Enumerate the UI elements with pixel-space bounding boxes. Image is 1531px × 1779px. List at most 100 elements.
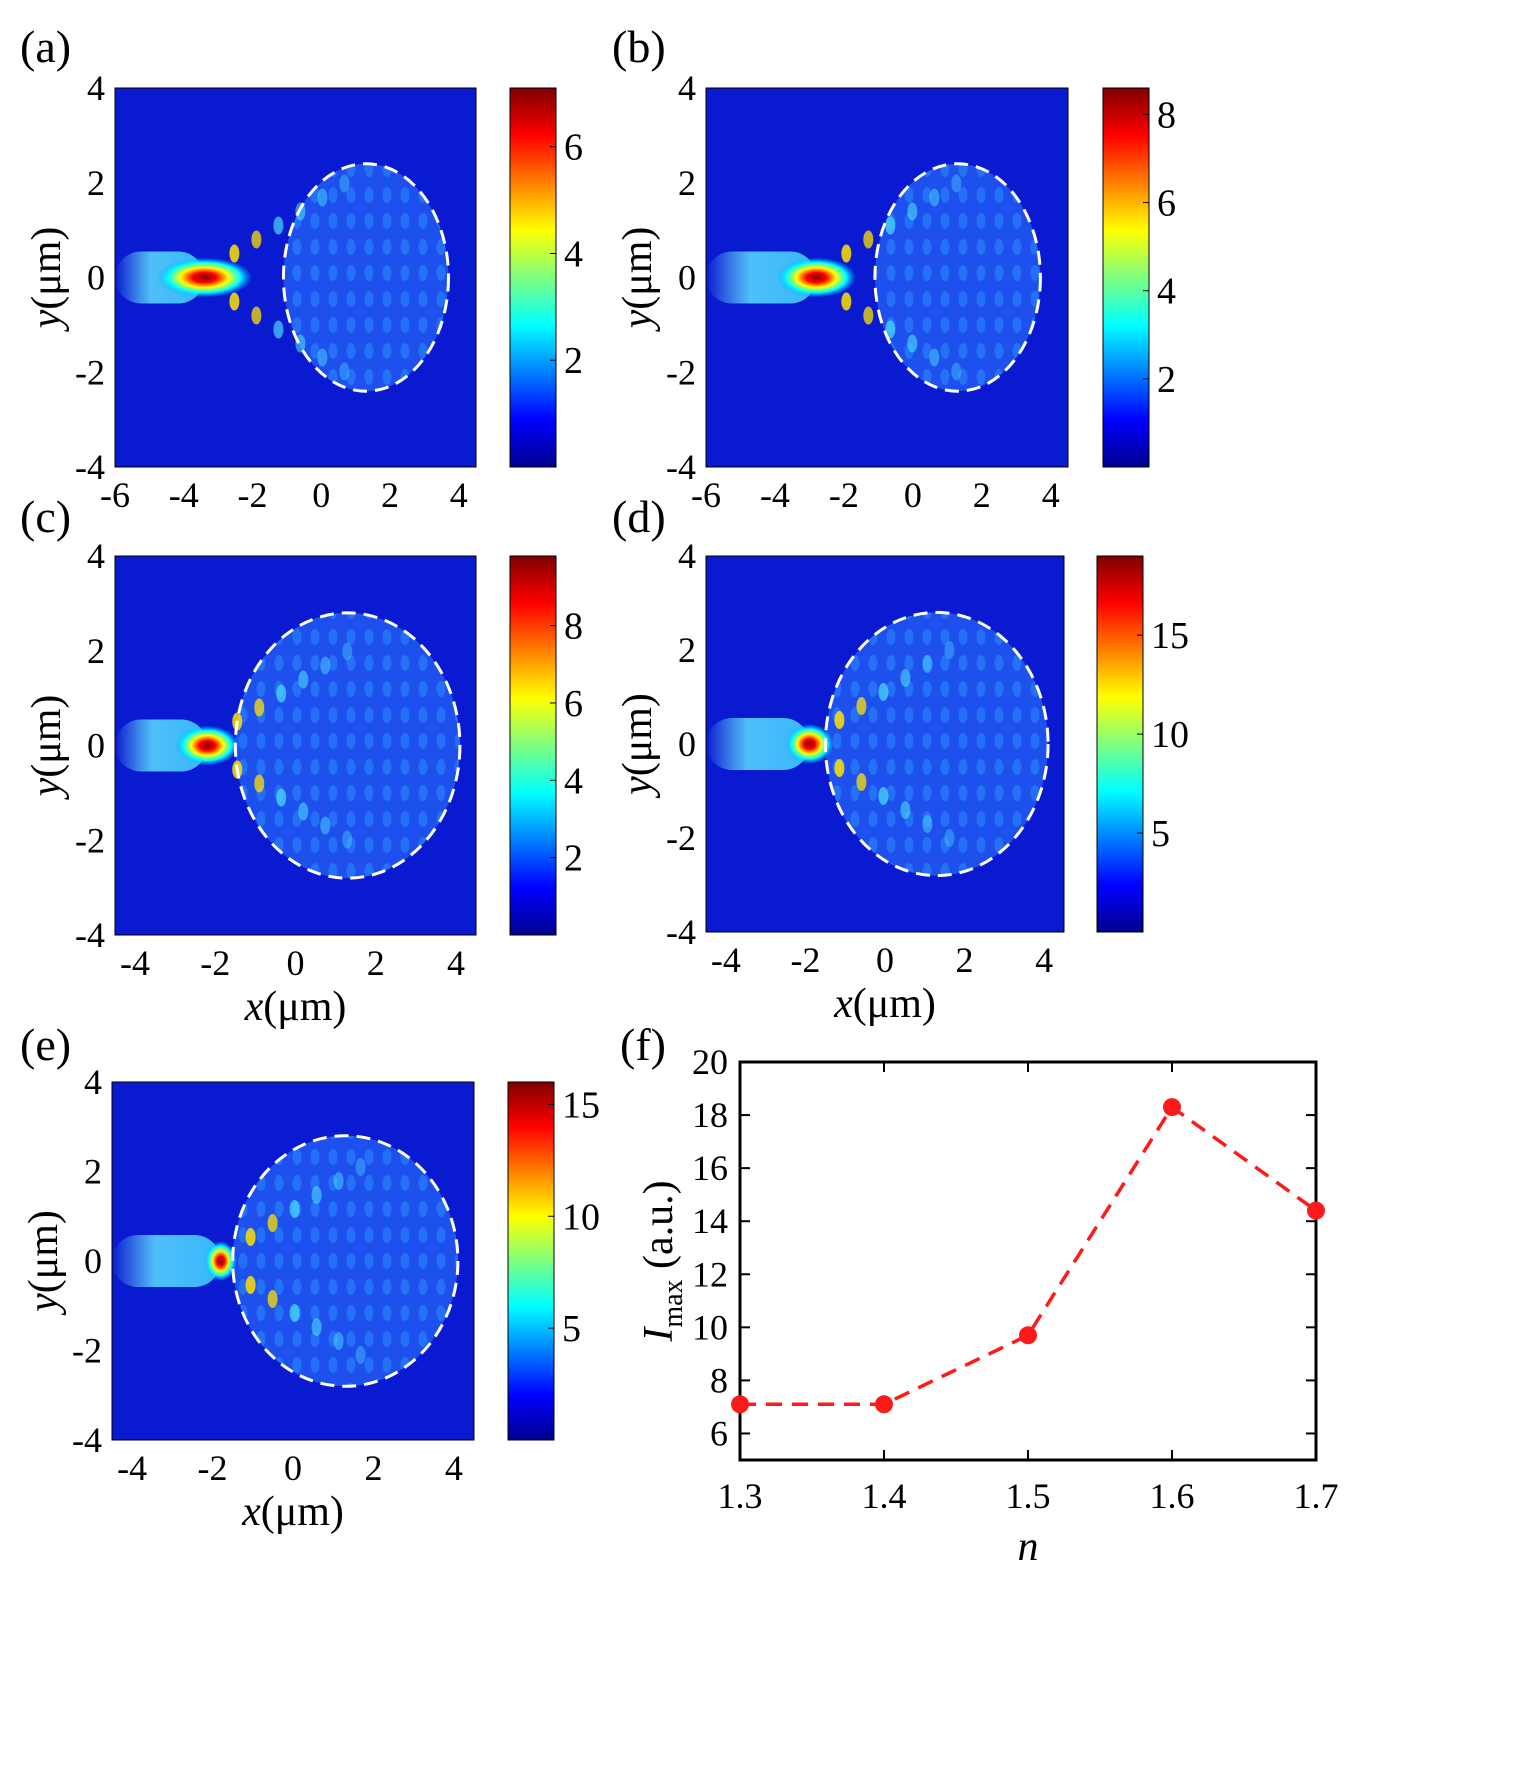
panel-label: (a) xyxy=(20,21,71,72)
x-tick-label: 4 xyxy=(1035,940,1053,980)
x-tick-label: 2 xyxy=(973,475,991,515)
fringe-spot xyxy=(856,773,867,791)
colorbar-tick-label: 6 xyxy=(564,683,583,725)
x-tick-label: -2 xyxy=(790,940,820,980)
fringe-spot xyxy=(333,1332,344,1350)
heatmap-field xyxy=(115,612,460,879)
x-tick-label: 0 xyxy=(312,475,330,515)
fringe-spot xyxy=(333,1172,344,1190)
fringe-spot xyxy=(289,1200,300,1218)
y-tick-label: -2 xyxy=(75,820,105,860)
colorbar-tick-label: 6 xyxy=(564,127,583,169)
colorbar-tick-label: 2 xyxy=(1157,359,1176,401)
fringe-pattern-region xyxy=(283,163,449,392)
x-axis-label: n xyxy=(1018,1524,1039,1570)
x-tick-label: 0 xyxy=(876,940,894,980)
x-tick-label: 0 xyxy=(287,943,305,983)
fringe-spot xyxy=(317,188,328,207)
fringe-spot xyxy=(317,348,328,367)
y-axis-label: y(μm) xyxy=(24,227,70,333)
panel-label: (c) xyxy=(20,491,71,542)
colorbar-tick-label: 4 xyxy=(564,760,583,802)
y-tick-label: 4 xyxy=(84,1062,102,1102)
fringe-spot xyxy=(355,1346,366,1364)
focus-spot xyxy=(204,1241,237,1281)
boundary-circle xyxy=(281,162,450,393)
x-tick-label: 2 xyxy=(364,1448,382,1488)
fringe-spot xyxy=(311,1318,322,1336)
panel-label: (b) xyxy=(612,21,666,72)
y-axis-label: Imax (a.u.) xyxy=(636,1180,689,1342)
y-tick-label: -2 xyxy=(75,352,105,392)
y-axis-label: y(μm) xyxy=(21,1210,67,1316)
x-tick-label: 2 xyxy=(367,943,385,983)
fringe-spot xyxy=(251,230,262,249)
y-axis-label: y(μm) xyxy=(615,227,661,333)
data-point xyxy=(1307,1201,1325,1220)
y-tick-label: -4 xyxy=(666,912,696,952)
y-tick-label: -2 xyxy=(72,1331,102,1371)
y-axis-label: y(μm) xyxy=(615,693,661,799)
fringe-pattern-region xyxy=(235,612,460,879)
x-tick-label: 2 xyxy=(381,475,399,515)
y-tick-label: 0 xyxy=(87,258,105,298)
x-tick-label: 4 xyxy=(445,1448,463,1488)
y-tick-label: 0 xyxy=(678,724,696,764)
x-tick-label: -2 xyxy=(829,475,859,515)
fringe-spot xyxy=(245,1228,256,1246)
interference-lobes xyxy=(245,1158,366,1364)
fringe-spot xyxy=(863,306,874,325)
y-axis-label: y(μm) xyxy=(24,695,70,801)
fringe-spot xyxy=(951,362,962,381)
y-tick-label: 0 xyxy=(84,1241,102,1281)
x-tick-label: -4 xyxy=(120,943,150,983)
fringe-spot xyxy=(298,670,309,689)
fringe-spot xyxy=(922,815,933,833)
interference-lobes xyxy=(229,174,350,381)
fringe-spot xyxy=(900,669,911,687)
y-tick-label: -4 xyxy=(666,447,696,487)
x-tick-label: -4 xyxy=(169,475,199,515)
axes-frame xyxy=(705,555,1065,933)
y-tick-label: 4 xyxy=(87,536,105,576)
y-tick-label: 8 xyxy=(710,1360,728,1400)
colorbar-tick-label: 6 xyxy=(1157,183,1176,225)
x-tick-label: 0 xyxy=(284,1448,302,1488)
fringe-spot xyxy=(245,1276,256,1294)
fringe-spot xyxy=(841,244,852,263)
fringe-spot xyxy=(320,656,331,675)
y-tick-label: 0 xyxy=(87,726,105,766)
y-tick-label: 14 xyxy=(692,1201,728,1241)
axes-frame xyxy=(705,87,1069,468)
fringe-spot xyxy=(251,306,262,325)
fringe-spot xyxy=(229,292,240,311)
y-tick-label: 4 xyxy=(678,68,696,108)
fringe-spot xyxy=(900,801,911,819)
heatmap-panel-d: -4 -2 0 2 4 -4 -2 0 2 4 y(μm) x(μm) 5 10 15 (d) xyxy=(612,491,1189,1027)
y-tick-label: 2 xyxy=(87,163,105,203)
y-tick-label: 18 xyxy=(692,1095,728,1135)
fringe-spot xyxy=(878,787,889,805)
fringe-spot xyxy=(254,698,265,717)
x-tick-label: -2 xyxy=(200,943,230,983)
fringe-spot xyxy=(885,216,896,235)
panel-label: (d) xyxy=(612,491,666,542)
colorbar-tick-label: 15 xyxy=(562,1084,600,1126)
heatmap-panel-e: -4 -2 0 2 4 -4 -2 0 2 4 y(μm) x(μm) 5 10 15 (e) xyxy=(20,1019,600,1535)
axes-frame xyxy=(738,1060,1318,1462)
colorbar-tick-label: 2 xyxy=(564,838,583,880)
fringe-pattern-region xyxy=(825,612,1049,876)
heatmap-field xyxy=(706,612,1049,876)
y-tick-label: 4 xyxy=(678,536,696,576)
y-tick-label: 2 xyxy=(678,163,696,203)
fringe-spot xyxy=(320,816,331,835)
fringe-spot xyxy=(355,1158,366,1176)
fringe-spot xyxy=(944,641,955,659)
colorbar-tick-label: 8 xyxy=(1157,94,1176,136)
x-tick-label: -6 xyxy=(100,475,130,515)
focus-spot xyxy=(776,257,857,298)
boundary-circle xyxy=(823,610,1050,878)
fringe-spot xyxy=(907,334,918,353)
colorbar xyxy=(1096,555,1144,933)
